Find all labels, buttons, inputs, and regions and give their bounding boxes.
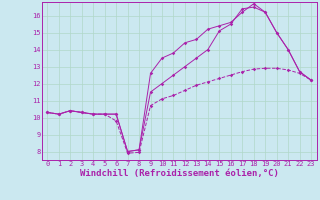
X-axis label: Windchill (Refroidissement éolien,°C): Windchill (Refroidissement éolien,°C): [80, 169, 279, 178]
